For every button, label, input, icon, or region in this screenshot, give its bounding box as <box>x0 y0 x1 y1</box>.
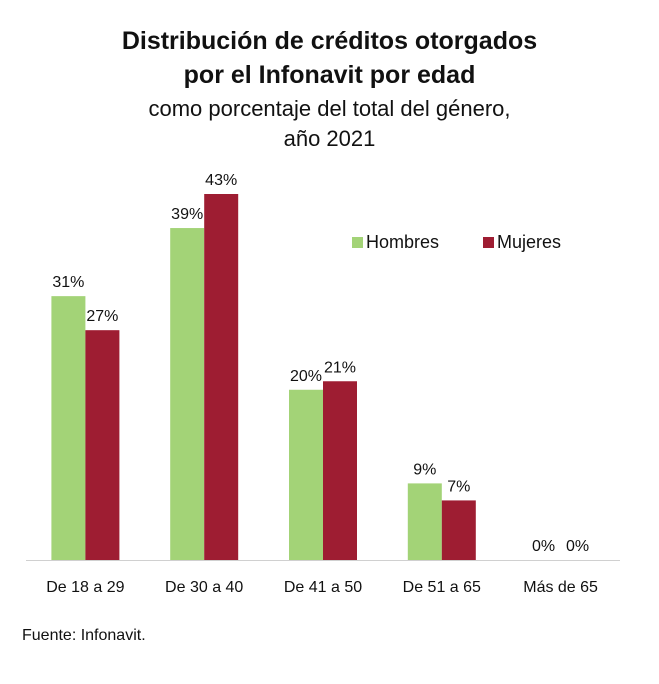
data-label-mujeres-5: 0% <box>566 538 589 555</box>
data-label-hombres-1: 31% <box>52 274 84 291</box>
legend-label-mujeres: Mujeres <box>497 232 561 252</box>
chart-title-line-1: Distribución de créditos otorgados <box>121 27 538 55</box>
x-tick-label-3: De 41 a 50 <box>284 579 362 596</box>
bar-mujeres-3 <box>323 381 357 560</box>
legend-swatch-hombres <box>352 237 363 248</box>
bar-mujeres-1 <box>85 330 120 560</box>
data-label-mujeres-1: 27% <box>86 308 118 325</box>
source-note: Fuente: Infonavit. <box>22 627 146 644</box>
x-tick-label-5: Más de 65 <box>523 579 598 596</box>
legend-label-hombres: Hombres <box>366 232 439 252</box>
bar-hombres-2 <box>170 228 205 560</box>
x-tick-label-2: De 30 a 40 <box>165 579 243 596</box>
data-label-hombres-4: 9% <box>413 461 436 478</box>
chart-title-line-2: por el Infonavit por edad <box>183 61 476 89</box>
bar-hombres-4 <box>407 483 442 560</box>
data-label-mujeres-3: 21% <box>324 359 356 376</box>
data-label-mujeres-4: 7% <box>447 478 470 495</box>
bar-mujeres-2 <box>204 194 239 560</box>
legend-swatch-mujeres <box>483 237 494 248</box>
data-label-hombres-3: 20% <box>290 368 322 385</box>
bar-hombres-1 <box>51 296 86 560</box>
data-label-hombres-5: 0% <box>532 538 555 555</box>
chart-subtitle-line-1: como porcentaje del total del género, <box>148 96 511 121</box>
data-label-mujeres-2: 43% <box>205 172 237 189</box>
data-label-hombres-2: 39% <box>171 206 203 223</box>
bar-mujeres-4 <box>441 500 476 560</box>
x-tick-label-1: De 18 a 29 <box>46 579 124 596</box>
bar-hombres-3 <box>289 389 323 560</box>
x-tick-label-4: De 51 a 65 <box>403 579 481 596</box>
chart-subtitle-line-2: año 2021 <box>283 126 376 151</box>
